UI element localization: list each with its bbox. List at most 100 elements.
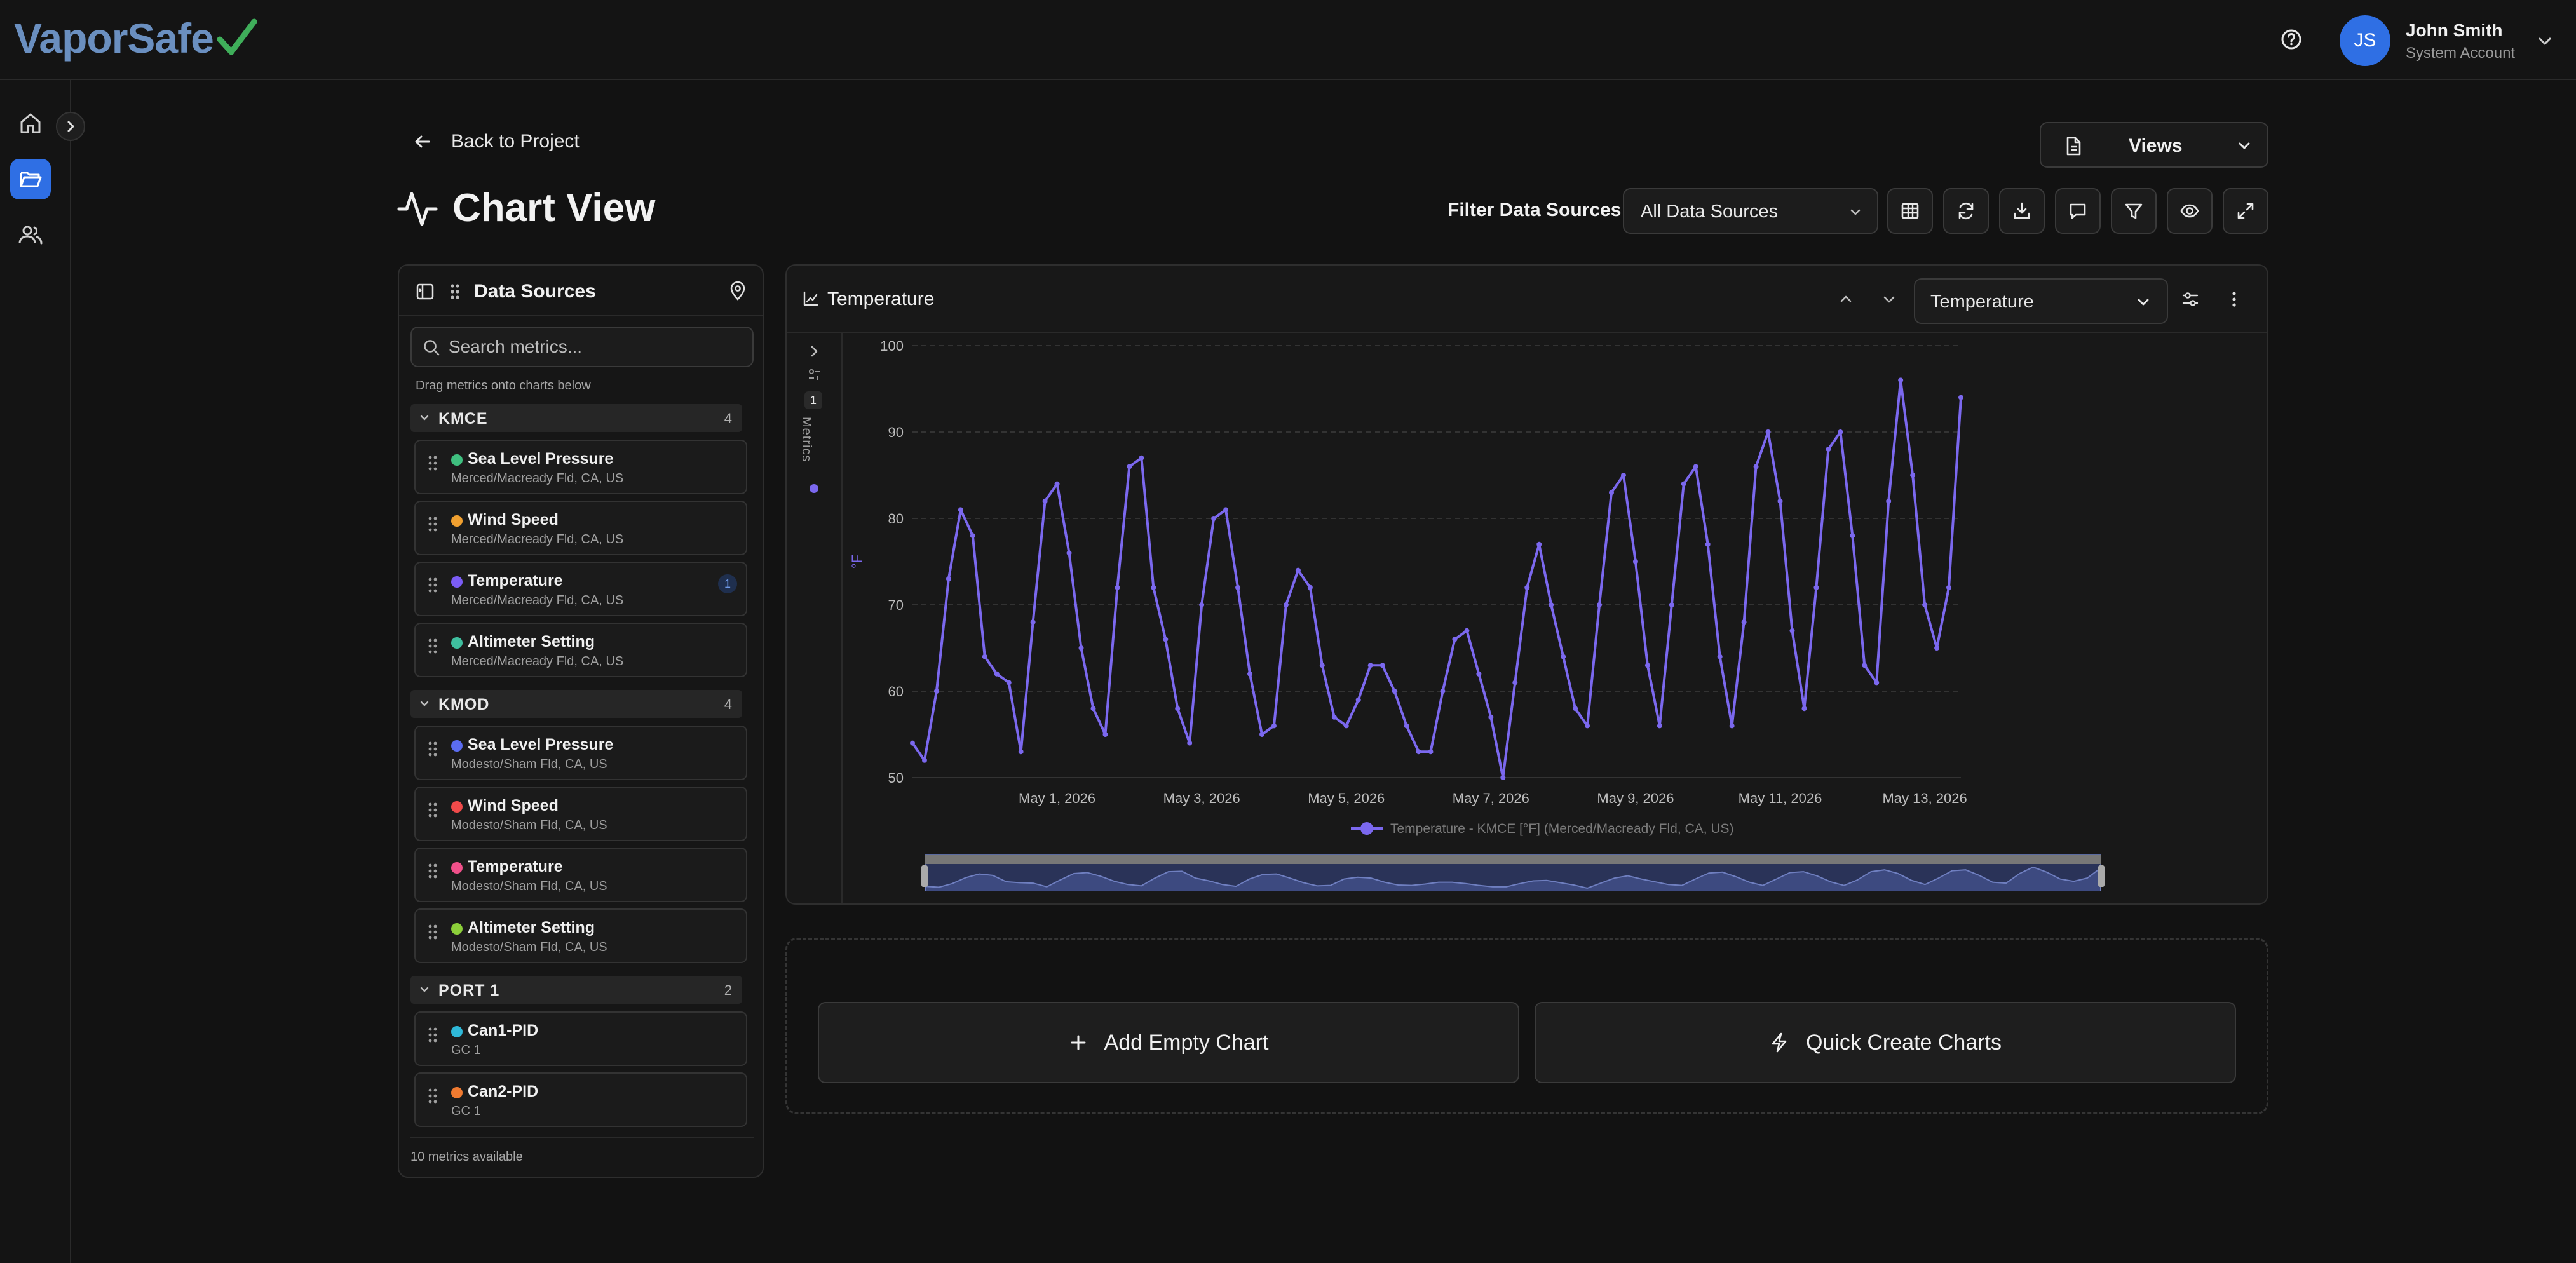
data-point <box>994 671 1000 677</box>
metrics-count-badge: 1 <box>804 391 822 409</box>
drag-handle-icon[interactable] <box>427 922 438 942</box>
help-icon[interactable] <box>2280 28 2303 51</box>
refresh-button[interactable] <box>1943 188 1989 234</box>
drag-handle-icon[interactable] <box>427 637 438 656</box>
data-point <box>1428 749 1434 755</box>
views-label: Views <box>2129 135 2183 156</box>
user-role: System Account <box>2406 44 2516 62</box>
x-tick-label: May 3, 2026 <box>1163 790 1240 806</box>
drag-handle-icon[interactable] <box>427 1025 438 1044</box>
data-point <box>1416 749 1421 755</box>
data-point <box>1922 602 1928 607</box>
home-nav-button[interactable] <box>10 103 51 144</box>
data-point <box>1283 602 1289 607</box>
metric-item[interactable]: Altimeter Setting Merced/Macready Fld, CA… <box>414 623 747 677</box>
chevron-down-icon[interactable] <box>1881 291 1897 307</box>
data-point <box>1404 723 1409 729</box>
drag-handle-icon[interactable] <box>427 454 438 473</box>
metric-location: GC 1 <box>451 1104 481 1118</box>
chart-settings-icon[interactable] <box>2181 290 2200 309</box>
avatar[interactable]: JS <box>2340 15 2390 66</box>
metric-item[interactable]: Wind Speed Modesto/Sham Fld, CA, US <box>414 787 747 841</box>
group-header-kmce[interactable]: KMCE 4 <box>410 404 742 432</box>
user-name[interactable]: John Smith <box>2406 20 2503 40</box>
filter-label: Filter Data Sources: <box>1447 199 1628 220</box>
fullscreen-button[interactable] <box>2223 188 2268 234</box>
drag-handle-icon[interactable] <box>427 515 438 534</box>
drag-handle-icon[interactable] <box>427 861 438 881</box>
temperature-line-chart[interactable]: 50 60 70 80 90 100 °F May 1, 2026 May 3, 2026 May… <box>843 333 2268 905</box>
metric-item[interactable]: Can1-PID GC 1 <box>414 1011 747 1066</box>
data-point <box>1669 602 1674 607</box>
metric-item[interactable]: Wind Speed Merced/Macready Fld, CA, US <box>414 501 747 555</box>
x-tick-label: May 13, 2026 <box>1882 790 1967 806</box>
vaporsafe-logo[interactable]: VaporSafe <box>14 13 257 64</box>
data-point <box>1054 481 1060 487</box>
quick-create-charts-button[interactable]: Quick Create Charts <box>1535 1002 2236 1083</box>
search-input[interactable] <box>447 334 740 360</box>
lightning-icon <box>1772 1032 1787 1053</box>
data-point <box>1187 740 1193 746</box>
group-header-kmod[interactable]: KMOD 4 <box>410 690 742 718</box>
y-tick-label: 90 <box>888 424 904 440</box>
table-view-button[interactable] <box>1887 188 1933 234</box>
expand-rail-button[interactable] <box>56 112 85 141</box>
data-point <box>1223 507 1229 513</box>
metric-item[interactable]: Temperature Modesto/Sham Fld, CA, US <box>414 848 747 902</box>
drag-handle-icon[interactable] <box>427 1086 438 1105</box>
projects-nav-button[interactable] <box>10 159 51 199</box>
data-point <box>1524 584 1530 590</box>
metric-item[interactable]: Temperature Merced/Macready Fld, CA, US 1 <box>414 562 747 616</box>
metric-color-dot <box>810 484 818 493</box>
back-to-project-link[interactable]: Back to Project <box>413 131 580 152</box>
users-nav-button[interactable] <box>10 215 51 255</box>
data-point <box>1235 584 1241 590</box>
metric-color-dot <box>451 1087 463 1098</box>
metric-item[interactable]: Sea Level Pressure Modesto/Sham Fld, CA, … <box>414 726 747 780</box>
drag-handle-icon[interactable] <box>427 740 438 759</box>
more-vertical-icon[interactable] <box>2228 290 2240 309</box>
add-empty-chart-button[interactable]: Add Empty Chart <box>818 1002 1519 1083</box>
group-header-port-1[interactable]: PORT 1 2 <box>410 976 742 1004</box>
metrics-config-icon <box>809 369 820 380</box>
map-pin-icon[interactable] <box>728 281 747 301</box>
metric-item[interactable]: Can2-PID GC 1 <box>414 1072 747 1127</box>
x-tick-label: May 11, 2026 <box>1739 790 1822 806</box>
drag-handle-icon[interactable] <box>427 576 438 595</box>
data-point <box>910 740 915 746</box>
legend-marker <box>1360 822 1373 835</box>
data-point <box>946 576 951 582</box>
data-point <box>1018 749 1024 755</box>
download-icon <box>2014 202 2030 219</box>
chevron-up-icon[interactable] <box>1838 291 1854 307</box>
metric-search-field[interactable] <box>410 327 754 367</box>
data-point <box>1644 663 1650 668</box>
filter-value: All Data Sources <box>1641 201 1778 222</box>
data-point <box>933 689 939 694</box>
filter-button[interactable] <box>2111 188 2157 234</box>
metric-item[interactable]: Sea Level Pressure Merced/Macready Fld, C… <box>414 440 747 494</box>
drag-handle-icon[interactable] <box>427 800 438 820</box>
comments-button[interactable] <box>2055 188 2101 234</box>
data-point <box>1151 584 1156 590</box>
x-tick-label: May 9, 2026 <box>1597 790 1674 806</box>
sidebar-toggle-icon[interactable] <box>416 282 435 301</box>
user-menu-chevron-icon[interactable] <box>2535 32 2554 51</box>
metric-name: Wind Speed <box>468 797 559 814</box>
data-point <box>1850 533 1855 539</box>
users-icon <box>18 226 43 245</box>
chart-metric-select[interactable]: Temperature <box>1914 278 2168 324</box>
chevron-right-icon[interactable] <box>807 344 821 358</box>
views-dropdown[interactable]: Views <box>2040 122 2268 168</box>
drag-handle-icon[interactable] <box>449 282 461 301</box>
data-point <box>1549 602 1554 607</box>
download-button[interactable] <box>1999 188 2045 234</box>
metrics-strip[interactable]: 1 Metrics <box>787 333 843 903</box>
filter-data-sources-select[interactable]: All Data Sources <box>1623 188 1878 234</box>
metric-item[interactable]: Altimeter Setting Modesto/Sham Fld, CA, U… <box>414 908 747 963</box>
data-sources-header: Data Sources <box>399 266 763 316</box>
visibility-button[interactable] <box>2167 188 2213 234</box>
metric-location: Modesto/Sham Fld, CA, US <box>451 879 607 893</box>
data-point <box>1392 689 1397 694</box>
data-point <box>1211 516 1217 521</box>
